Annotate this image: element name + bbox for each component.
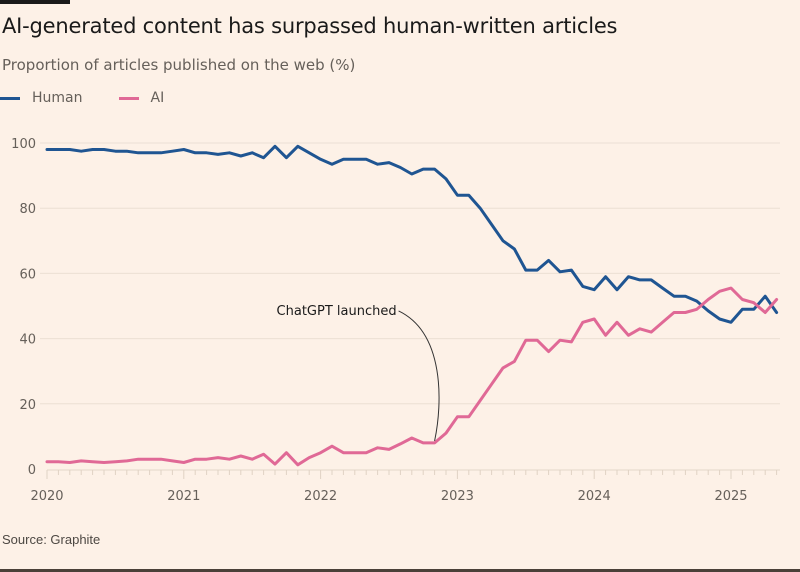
x-tick-label-2020: 2020 <box>30 489 63 504</box>
y-tick-label-60: 60 <box>19 267 36 282</box>
y-tick-label-0: 0 <box>28 463 36 478</box>
legend-item-human: Human <box>0 90 83 106</box>
y-tick-label-100: 100 <box>11 137 36 152</box>
legend-label-human: Human <box>32 90 83 106</box>
brand-bar <box>0 0 70 4</box>
legend-item-ai: AI <box>118 90 165 106</box>
legend-swatch-ai <box>118 96 139 100</box>
y-tick-label-80: 80 <box>19 202 36 217</box>
x-tick-label-2024: 2024 <box>578 489 611 504</box>
series-line-human <box>45 144 779 324</box>
legend-label-ai: AI <box>150 90 165 106</box>
bottom-border <box>0 569 800 572</box>
legend-swatch-human <box>0 96 20 100</box>
annotation-connector <box>398 310 440 442</box>
x-tick-label-2023: 2023 <box>441 489 474 504</box>
chart-subtitle: Proportion of articles published on the … <box>2 56 356 74</box>
chart-title: AI-generated content has surpassed human… <box>2 14 618 38</box>
source-note: Source: Graphite <box>2 532 101 547</box>
series-line-ai <box>45 286 779 467</box>
x-tick-label-2025: 2025 <box>714 489 747 504</box>
y-tick-label-40: 40 <box>19 333 36 348</box>
annotation-label: ChatGPT launched <box>277 304 397 319</box>
x-tick-label-2021: 2021 <box>167 489 200 504</box>
y-tick-label-20: 20 <box>19 398 36 413</box>
x-tick-label-2022: 2022 <box>304 489 337 504</box>
legend: Human AI <box>0 90 200 106</box>
